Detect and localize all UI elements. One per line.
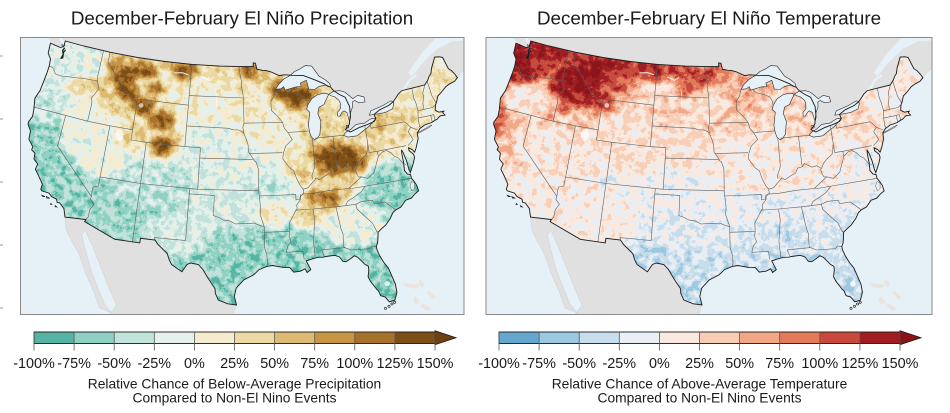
svg-text:-75%: -75% <box>57 356 91 372</box>
svg-text:125%: 125% <box>841 356 878 372</box>
svg-text:-100%: -100% <box>478 356 520 372</box>
svg-text:150%: 150% <box>882 356 919 372</box>
svg-text:-25%: -25% <box>602 356 636 372</box>
svg-text:100%: 100% <box>336 356 373 372</box>
svg-text:0%: 0% <box>184 356 205 372</box>
svg-text:-50%: -50% <box>97 356 131 372</box>
svg-text:0%: 0% <box>649 356 670 372</box>
svg-text:December-February El Niño Prec: December-February El Niño Precipitation <box>71 8 413 29</box>
svg-text:Compared to Non-El Nino Events: Compared to Non-El Nino Events <box>133 390 337 405</box>
svg-text:Relative Chance of Below-Avera: Relative Chance of Below-Average Precipi… <box>88 376 381 391</box>
svg-text:-100%: -100% <box>13 356 55 372</box>
svg-text:-25%: -25% <box>137 356 171 372</box>
svg-text:50%: 50% <box>260 356 289 372</box>
svg-text:25%: 25% <box>685 356 714 372</box>
svg-text:-50%: -50% <box>562 356 596 372</box>
svg-text:50%: 50% <box>725 356 754 372</box>
svg-text:100%: 100% <box>801 356 838 372</box>
svg-text:125%: 125% <box>376 356 413 372</box>
svg-text:December-February El Niño Temp: December-February El Niño Temperature <box>537 8 881 29</box>
svg-text:-75%: -75% <box>522 356 556 372</box>
svg-text:75%: 75% <box>765 356 794 372</box>
svg-text:25%: 25% <box>220 356 249 372</box>
svg-text:75%: 75% <box>300 356 329 372</box>
svg-text:150%: 150% <box>417 356 454 372</box>
svg-text:Relative Chance of Above-Avera: Relative Chance of Above-Average Tempera… <box>552 376 848 391</box>
svg-text:Compared to Non-El Nino Events: Compared to Non-El Nino Events <box>598 390 802 405</box>
